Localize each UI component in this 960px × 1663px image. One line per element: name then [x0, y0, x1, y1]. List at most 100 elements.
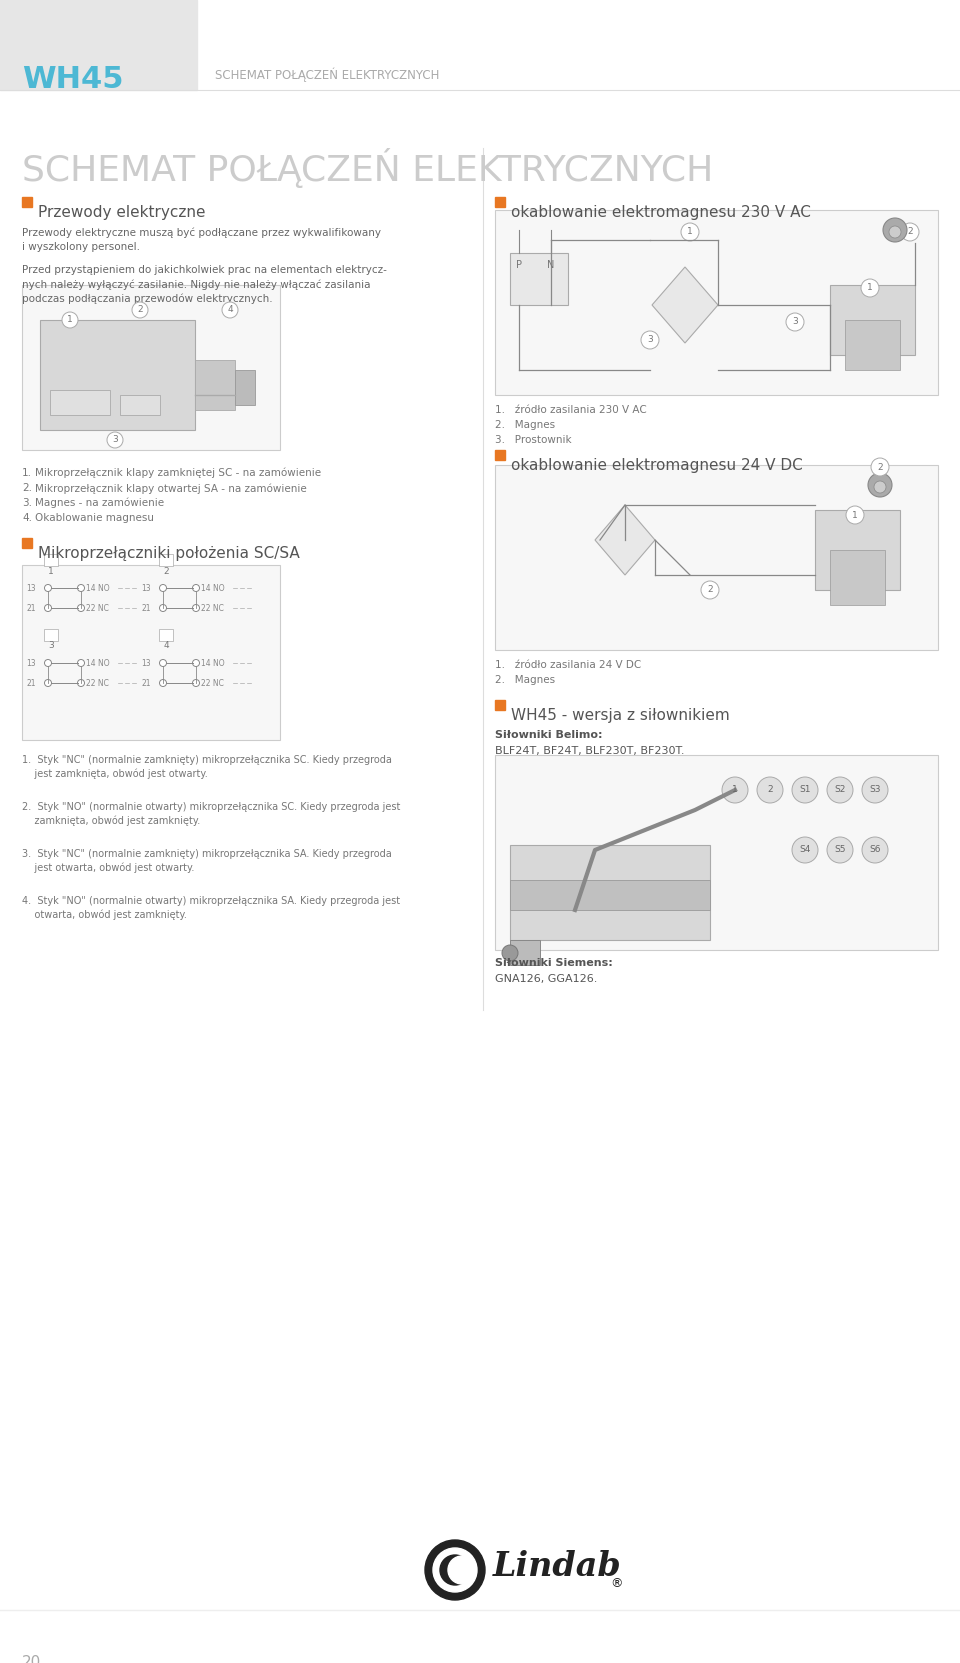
Circle shape — [433, 1548, 477, 1591]
Circle shape — [440, 1555, 470, 1585]
Bar — [830, 284, 915, 354]
Circle shape — [425, 1540, 485, 1600]
Text: 1.: 1. — [22, 467, 32, 477]
Circle shape — [193, 660, 200, 667]
Circle shape — [502, 945, 518, 961]
Text: 3: 3 — [647, 336, 653, 344]
Text: 14 NO: 14 NO — [201, 659, 225, 669]
Text: 2.   Magnes: 2. Magnes — [495, 421, 555, 431]
Circle shape — [78, 584, 84, 592]
Text: 3.  Styk "NC" (normalnie zamknięty) mikroprzełącznika SA. Kiedy przegroda
    je: 3. Styk "NC" (normalnie zamknięty) mikro… — [22, 850, 392, 873]
Bar — [495, 700, 505, 710]
Text: ®: ® — [610, 1578, 622, 1590]
Text: S5: S5 — [834, 845, 846, 855]
Bar — [0, 0, 197, 90]
Circle shape — [44, 660, 52, 667]
Text: 21: 21 — [27, 679, 36, 688]
Circle shape — [193, 604, 200, 612]
Circle shape — [44, 604, 52, 612]
Circle shape — [701, 580, 719, 599]
Bar — [830, 550, 885, 605]
Text: S3: S3 — [869, 785, 880, 795]
Circle shape — [222, 303, 238, 318]
Circle shape — [861, 279, 879, 298]
Text: S1: S1 — [800, 785, 811, 795]
Text: Magnes - na zamówienie: Magnes - na zamówienie — [35, 497, 164, 509]
Text: 1: 1 — [687, 228, 693, 236]
Circle shape — [448, 1557, 476, 1583]
Circle shape — [868, 472, 892, 497]
Text: 2.   Magnes: 2. Magnes — [495, 675, 555, 685]
Bar — [495, 451, 505, 461]
Text: 2: 2 — [708, 585, 713, 594]
Text: 1: 1 — [48, 567, 54, 575]
Polygon shape — [595, 506, 655, 575]
Text: okablowanie elektromagnesu 230 V AC: okablowanie elektromagnesu 230 V AC — [511, 205, 811, 220]
Text: SCHEMAT POŁĄCZEŃ ELEKTRYCZNYCH: SCHEMAT POŁĄCZEŃ ELEKTRYCZNYCH — [215, 68, 440, 83]
Circle shape — [78, 604, 84, 612]
Bar — [120, 396, 160, 416]
Text: S6: S6 — [869, 845, 880, 855]
Text: 1: 1 — [732, 785, 738, 795]
Text: S2: S2 — [834, 785, 846, 795]
Text: GNA126, GGA126.: GNA126, GGA126. — [495, 975, 597, 984]
Text: 4.: 4. — [22, 512, 32, 522]
Circle shape — [871, 457, 889, 476]
Text: 3: 3 — [48, 642, 54, 650]
Circle shape — [193, 680, 200, 687]
Circle shape — [757, 777, 783, 803]
Text: 4: 4 — [163, 642, 169, 650]
Text: 22 NC: 22 NC — [201, 604, 224, 614]
Text: 3.: 3. — [22, 497, 32, 507]
Bar — [510, 880, 710, 910]
Circle shape — [889, 226, 901, 238]
Text: BLF24T, BF24T, BLF230T, BF230T.: BLF24T, BF24T, BLF230T, BF230T. — [495, 747, 684, 757]
Circle shape — [159, 604, 166, 612]
Bar — [22, 196, 32, 206]
Text: 21: 21 — [141, 604, 151, 614]
Bar — [44, 629, 58, 640]
Text: 4: 4 — [228, 306, 233, 314]
Text: 21: 21 — [141, 679, 151, 688]
Text: 1: 1 — [67, 316, 73, 324]
Text: okablowanie elektromagnesu 24 V DC: okablowanie elektromagnesu 24 V DC — [511, 457, 803, 472]
Text: 2: 2 — [907, 228, 913, 236]
Text: 2: 2 — [767, 785, 773, 795]
Circle shape — [786, 313, 804, 331]
Text: 3: 3 — [112, 436, 118, 444]
Text: 13: 13 — [26, 584, 36, 594]
Circle shape — [78, 660, 84, 667]
Text: 22 NC: 22 NC — [201, 679, 224, 688]
Circle shape — [107, 432, 123, 447]
Text: 2: 2 — [877, 462, 883, 472]
Text: 13: 13 — [141, 659, 151, 669]
Circle shape — [44, 680, 52, 687]
Bar — [495, 210, 938, 396]
Text: WH45: WH45 — [22, 65, 124, 95]
Circle shape — [862, 777, 888, 803]
Text: 21: 21 — [27, 604, 36, 614]
Bar — [235, 369, 255, 406]
Text: P: P — [516, 259, 522, 269]
Circle shape — [681, 223, 699, 241]
Text: 3.   Prostownik: 3. Prostownik — [495, 436, 571, 446]
Circle shape — [846, 506, 864, 524]
Circle shape — [44, 584, 52, 592]
Text: N: N — [547, 259, 555, 269]
Circle shape — [62, 313, 78, 328]
Circle shape — [641, 331, 659, 349]
Circle shape — [159, 584, 166, 592]
Text: 2.  Styk "NO" (normalnie otwarty) mikroprzełącznika SC. Kiedy przegroda jest
   : 2. Styk "NO" (normalnie otwarty) mikropr… — [22, 802, 400, 827]
Bar — [40, 319, 195, 431]
Circle shape — [883, 218, 907, 243]
Text: S4: S4 — [800, 845, 810, 855]
Circle shape — [159, 680, 166, 687]
Circle shape — [792, 777, 818, 803]
Text: 1.   źródło zasilania 230 V AC: 1. źródło zasilania 230 V AC — [495, 406, 647, 416]
Bar — [159, 629, 173, 640]
Circle shape — [78, 680, 84, 687]
Bar — [510, 940, 540, 965]
Bar — [22, 284, 280, 451]
Text: Siłowniki Belimo:: Siłowniki Belimo: — [495, 730, 603, 740]
Text: 22 NC: 22 NC — [86, 604, 108, 614]
